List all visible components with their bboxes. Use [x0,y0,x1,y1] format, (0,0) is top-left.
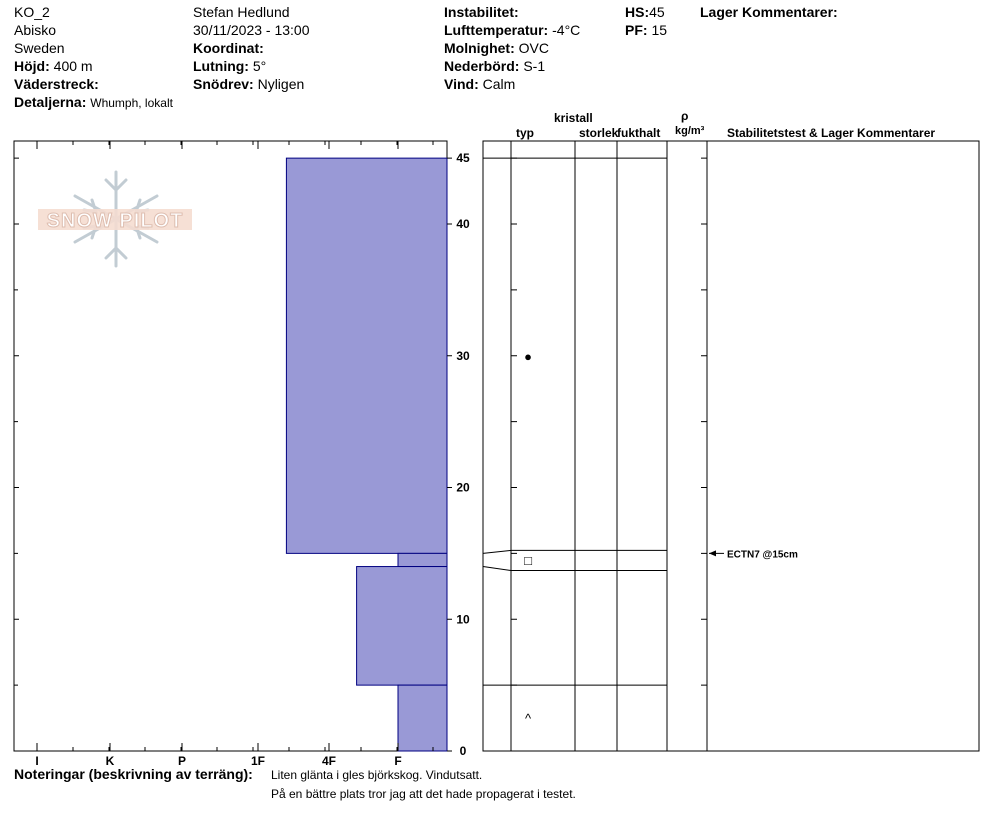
height-tick-label-20: 20 [456,481,470,495]
sky-row: Molnighet: OVC [444,40,549,57]
pit-name: KO_2 [14,4,50,20]
datetime: 30/11/2023 - 13:00 [193,22,310,38]
details-row: Detaljerna: Whumph, lokalt [14,94,173,112]
hardness-layers [285,157,448,752]
location: Abisko [14,22,57,38]
test-label-0: ECTN7 @15cm [727,549,798,560]
air-temp-label: Lufttemperatur: [444,22,549,38]
elevation-label: Höjd: [14,58,50,74]
hardness-tick-label-K: K [106,754,115,768]
crystal-symbol-1: □ [524,553,532,568]
table-ticks [511,157,707,752]
col-crystal: kristall [554,111,593,125]
wind-row: Vind: Calm [444,76,515,93]
hardness-axis: I K P 1F 4F F [35,141,434,768]
crystal-symbol-2: ^ [525,711,532,726]
hardness-layer-3 [397,684,448,752]
instability-label: Instabilitet: [444,4,519,20]
hardness-tick-label-4F: 4F [322,754,336,768]
height-tick-label-30: 30 [456,349,470,363]
wind-label: Vind: [444,76,479,92]
test-arrowhead-0 [709,550,716,557]
col-stability: Stabilitetstest & Lager Kommentarer [727,126,936,140]
height-tick-label-40: 40 [456,217,470,231]
elevation-row: Höjd: 400 m [14,58,93,75]
col-type: typ [516,126,534,140]
details-label: Detaljerna: [14,94,87,110]
hardness-tick-label-I: I [35,754,38,768]
hs-value: 45 [649,4,665,20]
wind-loading-label: Snödrev: [193,76,254,92]
pf-row: PF: 15 [625,22,667,39]
pf-label: PF: [625,22,648,38]
height-tick-label-10: 10 [456,612,470,626]
hardness-layer-0 [285,157,448,554]
hs-label: HS: [625,4,650,20]
height-tick-label-45: 45 [456,151,470,165]
slope-row: Lutning: 5° [193,58,266,75]
pf-value: 15 [651,22,668,38]
slope-label: Lutning: [193,58,249,74]
hardness-tick-label-1F: 1F [251,754,265,768]
notes-line-2: På en bättre plats tror jag att det hade… [271,787,576,801]
notes-line-1: Liten glänta i gles björkskog. Vindutsat… [271,768,483,782]
sky-label: Molnighet: [444,40,515,56]
col-density-unit: kg/m³ [675,125,705,137]
layer-connector-2 [482,566,512,572]
elevation-value: 400 m [53,58,93,74]
country: Sweden [14,40,65,56]
hs-row: HS:45 [625,4,665,21]
notes-label: Noteringar (beskrivning av terräng): [14,766,253,782]
precip-row: Nederbörd: S-1 [444,58,545,75]
col-rho: ρ [681,109,689,123]
height-axis: 0 10 20 30 40 45 [14,151,470,758]
precip-value: S-1 [523,58,546,74]
aspect-label: Väderstreck: [14,76,99,92]
coordinate-label: Koordinat: [193,40,264,56]
col-moisture: fukthalt [617,126,661,140]
height-tick-label-0: 0 [460,744,467,758]
hardness-tick-label-P: P [178,754,186,768]
hardness-layer-1 [397,552,448,568]
layer-table-frame [482,140,980,752]
wind-loading-value: Nyligen [257,76,305,92]
layer-lines [482,157,667,686]
observer: Stefan Hedlund [193,4,290,20]
crystal-symbol-0: ● [524,349,532,364]
layer-connector-1 [482,549,512,554]
layer-comments-label: Lager Kommentarer: [700,4,838,20]
wind-loading-row: Snödrev: Nyligen [193,76,304,93]
hardness-tick-label-F: F [394,754,401,768]
crystal-symbols: ● □ ^ [524,349,532,726]
details-value: Whumph, lokalt [90,96,173,110]
snowpilot-logo: SNOW PILOT [38,170,192,268]
precip-label: Nederbörd: [444,58,520,74]
slope-value: 5° [252,58,267,74]
sky-value: OVC [518,40,549,56]
wind-value: Calm [482,76,516,92]
logo-text: SNOW PILOT [47,210,184,232]
air-temp-row: Lufttemperatur: -4°C [444,22,580,39]
stability-tests: ECTN7 @15cm [709,549,798,560]
air-temp-value: -4°C [552,22,581,38]
col-size: storlek [579,126,619,140]
hardness-layer-2 [356,566,448,686]
